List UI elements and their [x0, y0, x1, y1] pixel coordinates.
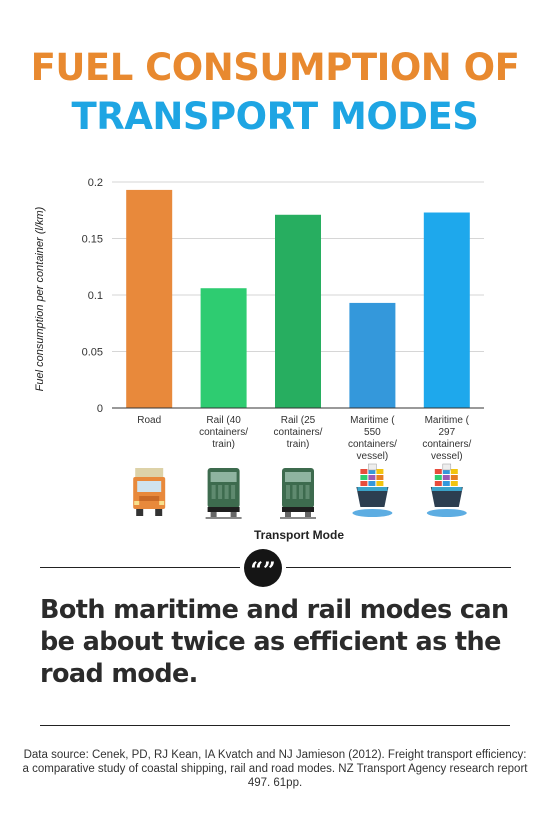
category-label-line: vessel): [357, 451, 389, 462]
bar: [349, 302, 396, 408]
truck-icon: [133, 468, 166, 516]
category-icons: [133, 463, 467, 519]
quote-divider-left: [40, 567, 240, 568]
quote-divider-right: [286, 567, 511, 568]
category-label-line: train): [287, 439, 310, 450]
category-label-line: containers/: [199, 427, 248, 438]
quote-text: Both maritime and rail modes can be abou…: [40, 595, 509, 689]
bar: [200, 288, 247, 408]
category-label: Maritime (550 containers/vessel): [348, 415, 397, 462]
category-label-line: Road: [137, 415, 161, 426]
source-divider: [40, 725, 510, 726]
quote-icon: “”: [244, 549, 282, 587]
bar-chart: 00.050.10.150.2 Road Rail (40 containers/t…: [34, 177, 484, 542]
bar: [126, 189, 173, 408]
category-label-line: 297: [438, 427, 455, 438]
category-label-line: containers/: [348, 439, 397, 450]
ship-icon: [426, 463, 467, 517]
category-label: Maritime (297 containers/vessel): [422, 415, 471, 462]
bar: [423, 212, 470, 408]
chart-bars: [126, 189, 470, 408]
title-line-1: FUEL CONSUMPTION OF: [30, 46, 520, 89]
category-label-line: Maritime (: [425, 415, 470, 426]
y-axis-ticks: 0 0.05 0.1 0.15 0.2: [82, 177, 103, 415]
train-icon: [205, 468, 242, 519]
y-tick-label: 0.2: [88, 177, 103, 189]
y-tick-label: 0: [97, 403, 103, 415]
x-axis-categories: Road Rail (40 containers/train)Rail (25 con…: [137, 415, 471, 462]
category-label: Rail (25 containers/train): [274, 415, 323, 450]
x-axis-title: Transport Mode: [254, 528, 344, 542]
category-label-line: containers/: [274, 427, 323, 438]
category-label-line: Maritime (: [350, 415, 395, 426]
category-label-line: 550: [364, 427, 381, 438]
ship-icon: [352, 463, 393, 517]
source-citation: Data source: Cenek, PD, RJ Kean, IA Kvat…: [22, 749, 528, 789]
train-icon: [280, 468, 316, 519]
y-tick-label: 0.1: [88, 290, 103, 302]
category-label-line: vessel): [431, 451, 463, 462]
category-label-line: train): [212, 439, 235, 450]
category-label: Rail (40 containers/train): [199, 415, 248, 450]
y-axis-title: Fuel consumption per container (l/km): [34, 206, 46, 391]
y-tick-label: 0.05: [82, 347, 103, 359]
y-tick-label: 0.15: [82, 234, 103, 246]
category-label-line: Rail (25: [281, 415, 316, 426]
category-label: Road: [137, 415, 161, 426]
category-label-line: containers/: [422, 439, 471, 450]
title-line-2: TRANSPORT MODES: [71, 95, 479, 138]
category-label-line: Rail (40: [206, 415, 241, 426]
bar: [275, 214, 321, 408]
